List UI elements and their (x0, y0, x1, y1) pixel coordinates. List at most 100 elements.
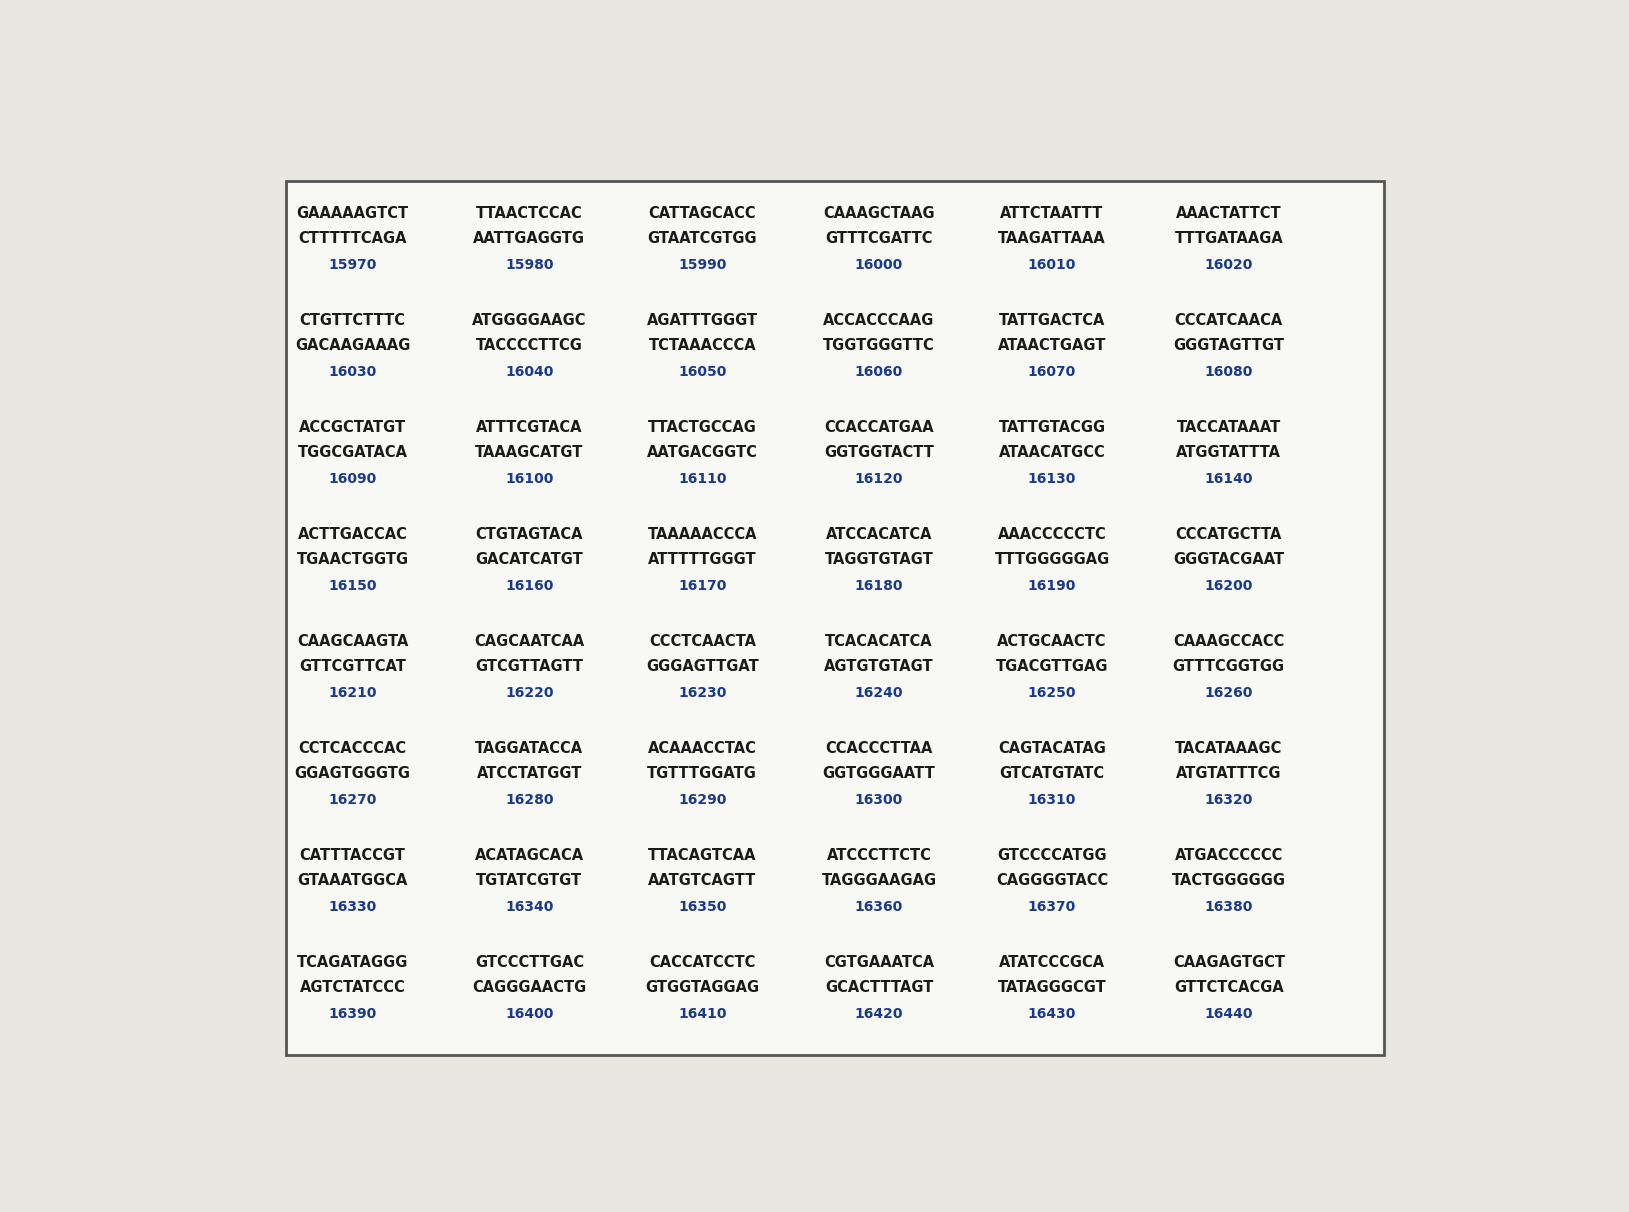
Text: ATTTCGTACA: ATTTCGTACA (476, 421, 583, 435)
Text: CCTCACCCAC: CCTCACCCAC (298, 741, 407, 756)
Text: CCCATGCTTA: CCCATGCTTA (1176, 527, 1282, 542)
Text: AAACCCCCTC: AAACCCCCTC (997, 527, 1106, 542)
Text: ATGGTATTTA: ATGGTATTTA (1176, 445, 1282, 459)
Text: GTCGTTAGTT: GTCGTTAGTT (476, 659, 583, 674)
Text: 16390: 16390 (329, 1007, 376, 1021)
Text: GTAAATGGCA: GTAAATGGCA (298, 873, 407, 887)
Text: 16410: 16410 (678, 1007, 727, 1021)
Text: 16280: 16280 (505, 793, 554, 807)
Text: ATTTTTGGGT: ATTTTTGGGT (648, 551, 756, 567)
Text: ACCACCCAAG: ACCACCCAAG (823, 313, 935, 328)
Text: TAGGGAAGAG: TAGGGAAGAG (821, 873, 937, 887)
Text: GGGTAGTTGT: GGGTAGTTGT (1173, 338, 1284, 353)
Text: CAGGGAACTG: CAGGGAACTG (472, 979, 586, 995)
Text: 16440: 16440 (1204, 1007, 1253, 1021)
Text: GTTCGTTCAT: GTTCGTTCAT (300, 659, 406, 674)
Text: 16010: 16010 (1028, 258, 1077, 273)
Text: 16190: 16190 (1028, 579, 1077, 593)
Text: 16350: 16350 (678, 901, 727, 914)
Text: AGTCTATCCC: AGTCTATCCC (300, 979, 406, 995)
Text: AAACTATTCT: AAACTATTCT (1176, 206, 1282, 222)
Text: 16290: 16290 (678, 793, 727, 807)
Text: 16380: 16380 (1204, 901, 1253, 914)
Text: AATGACGGTC: AATGACGGTC (647, 445, 757, 459)
Text: GTTTCGGTGG: GTTTCGGTGG (1173, 659, 1285, 674)
Text: CTTTTTCAGA: CTTTTTCAGA (298, 230, 407, 246)
Text: 16170: 16170 (678, 579, 727, 593)
Text: 16090: 16090 (329, 471, 376, 486)
Text: TCAGATAGGG: TCAGATAGGG (296, 955, 409, 970)
Text: 16180: 16180 (855, 579, 904, 593)
Text: TTTGATAAGA: TTTGATAAGA (1175, 230, 1284, 246)
Text: 16420: 16420 (855, 1007, 904, 1021)
Text: TACATAAAGC: TACATAAAGC (1175, 741, 1282, 756)
Text: TCACACATCA: TCACACATCA (826, 634, 933, 650)
Text: 16300: 16300 (855, 793, 902, 807)
Text: ATGTATTTCG: ATGTATTTCG (1176, 766, 1282, 781)
Text: 16120: 16120 (855, 471, 904, 486)
Text: TGGCGATACA: TGGCGATACA (298, 445, 407, 459)
Text: CCCTCAACTA: CCCTCAACTA (648, 634, 756, 650)
Text: 16330: 16330 (329, 901, 376, 914)
Text: 16360: 16360 (855, 901, 902, 914)
Text: 16400: 16400 (505, 1007, 554, 1021)
Text: AATTGAGGTG: AATTGAGGTG (474, 230, 585, 246)
Text: TCTAAACCCA: TCTAAACCCA (648, 338, 756, 353)
Text: ATGACCCCCC: ATGACCCCCC (1175, 848, 1284, 863)
Text: TAAGATTAAA: TAAGATTAAA (999, 230, 1106, 246)
Text: 16310: 16310 (1028, 793, 1077, 807)
Text: ACCGCTATGT: ACCGCTATGT (300, 421, 406, 435)
Text: TACCATAAAT: TACCATAAAT (1176, 421, 1280, 435)
Text: 15980: 15980 (505, 258, 554, 273)
Text: 16210: 16210 (329, 686, 376, 701)
Text: TACCCCTTCG: TACCCCTTCG (476, 338, 583, 353)
Text: ACAAACCTAC: ACAAACCTAC (648, 741, 757, 756)
Text: GTCCCCATGG: GTCCCCATGG (997, 848, 1106, 863)
Text: CAAAGCCACC: CAAAGCCACC (1173, 634, 1284, 650)
Text: GACATCATGT: GACATCATGT (476, 551, 583, 567)
Text: TATTGTACGG: TATTGTACGG (999, 421, 1106, 435)
Text: TTTGGGGGAG: TTTGGGGGAG (994, 551, 1109, 567)
Text: TGACGTTGAG: TGACGTTGAG (995, 659, 1108, 674)
Text: GGTGGGAATT: GGTGGGAATT (823, 766, 935, 781)
Text: 15990: 15990 (678, 258, 727, 273)
Text: 16040: 16040 (505, 365, 554, 379)
Text: CACCATCCTC: CACCATCCTC (648, 955, 756, 970)
Text: GTCATGTATC: GTCATGTATC (1000, 766, 1104, 781)
Text: CAGGGGTACC: CAGGGGTACC (995, 873, 1108, 887)
Text: 16110: 16110 (678, 471, 727, 486)
Text: CATTTACCGT: CATTTACCGT (300, 848, 406, 863)
Text: 16160: 16160 (505, 579, 554, 593)
Text: TGTTTGGATG: TGTTTGGATG (647, 766, 757, 781)
Text: GCACTTTAGT: GCACTTTAGT (824, 979, 933, 995)
Text: TGGTGGGTTC: TGGTGGGTTC (823, 338, 935, 353)
Text: GTCCCTTGAC: GTCCCTTGAC (474, 955, 583, 970)
Text: CAGCAATCAA: CAGCAATCAA (474, 634, 585, 650)
Text: GGGAGTTGAT: GGGAGTTGAT (647, 659, 759, 674)
Text: GAAAAAGТCT: GAAAAAGТCT (296, 206, 409, 222)
Text: 16260: 16260 (1204, 686, 1253, 701)
Text: CAAAGCTAAG: CAAAGCTAAG (823, 206, 935, 222)
Text: GGAGTGGGTG: GGAGTGGGTG (295, 766, 411, 781)
Text: 16430: 16430 (1028, 1007, 1077, 1021)
Text: 16320: 16320 (1204, 793, 1253, 807)
Text: 16020: 16020 (1204, 258, 1253, 273)
Text: 16080: 16080 (1204, 365, 1253, 379)
Text: 16050: 16050 (678, 365, 727, 379)
Text: 15970: 15970 (329, 258, 376, 273)
Text: GTTCTCACGA: GTTCTCACGA (1175, 979, 1284, 995)
Text: ACTGCAACTC: ACTGCAACTC (997, 634, 1106, 650)
Text: 16070: 16070 (1028, 365, 1077, 379)
Text: CTGTTCTTTC: CTGTTCTTTC (300, 313, 406, 328)
Text: TAGGTGTAGT: TAGGTGTAGT (824, 551, 933, 567)
Text: TAGGATACCA: TAGGATACCA (476, 741, 583, 756)
Text: CAAGAGTGCT: CAAGAGTGCT (1173, 955, 1285, 970)
Text: GTAATCGTGG: GTAATCGTGG (647, 230, 757, 246)
Text: CCACCCTTAA: CCACCCTTAA (826, 741, 933, 756)
Text: ACTTGACCAC: ACTTGACCAC (298, 527, 407, 542)
Text: CATTAGCACC: CATTAGCACC (648, 206, 756, 222)
Text: ATCCTATGGT: ATCCTATGGT (477, 766, 582, 781)
Text: 16370: 16370 (1028, 901, 1077, 914)
Text: TTACAGTCAA: TTACAGTCAA (648, 848, 756, 863)
Text: AGTGTGTAGT: AGTGTGTAGT (824, 659, 933, 674)
